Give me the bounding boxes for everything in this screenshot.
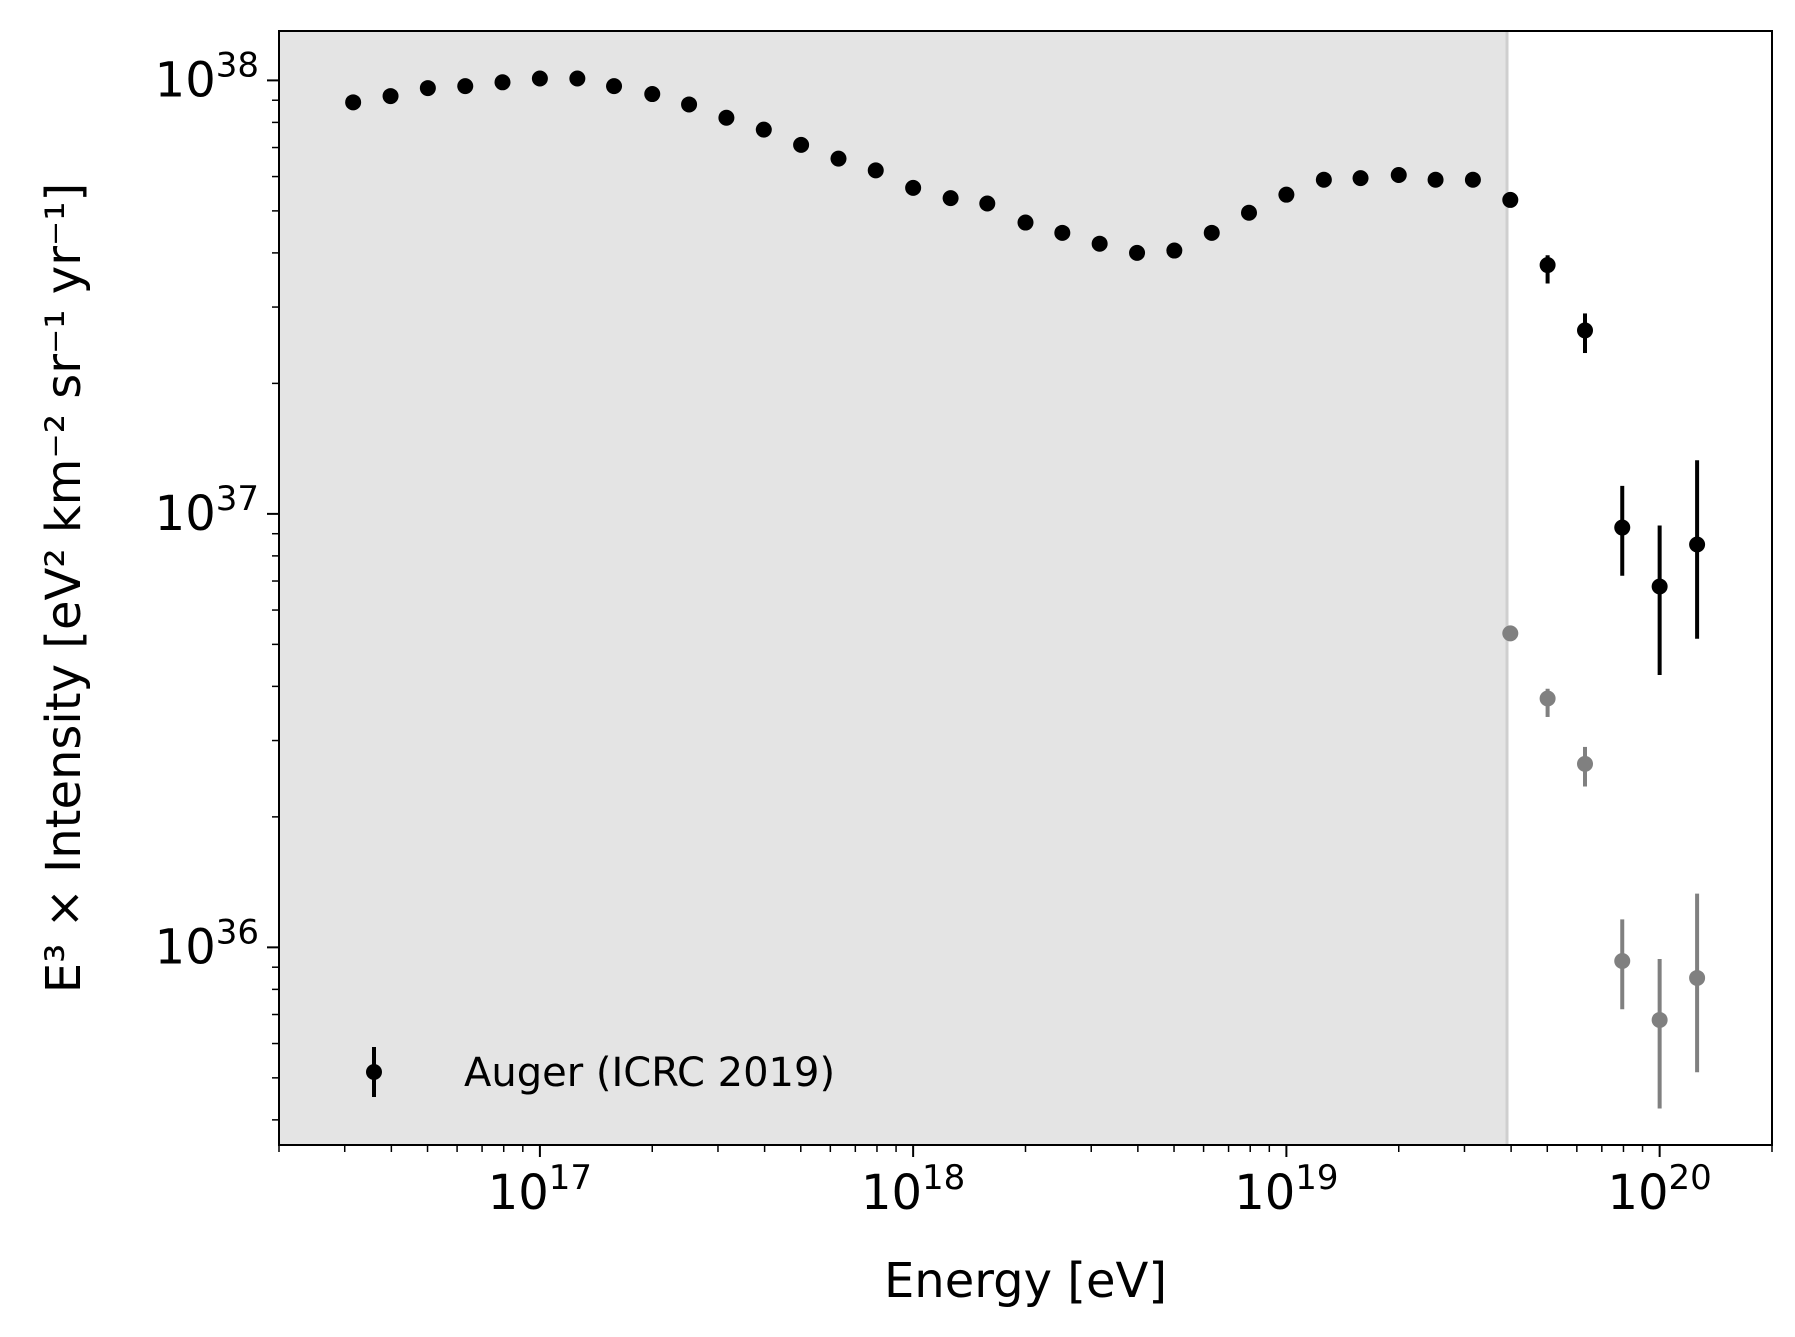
data-point [644, 86, 661, 103]
y-tick-label: 1037 [155, 479, 259, 542]
data-point [1091, 235, 1108, 252]
data-point [457, 78, 474, 95]
data-point [905, 179, 922, 196]
y-tick-label: 1036 [155, 912, 259, 975]
data-point [1240, 204, 1257, 221]
data-point [1689, 536, 1706, 553]
x-tick-label: 1017 [488, 1158, 592, 1221]
data-point [531, 70, 548, 87]
data-point [979, 195, 996, 212]
data-point [1577, 322, 1594, 339]
data-point [1502, 625, 1519, 642]
x-tick-label: 1019 [1234, 1158, 1338, 1221]
data-point [1577, 755, 1594, 772]
data-point [1614, 953, 1631, 970]
data-marks [345, 70, 1706, 1109]
data-point [718, 109, 735, 126]
series-1 [1502, 625, 1706, 1109]
data-point [1278, 186, 1295, 203]
x-axis-label: Energy [eV] [884, 1253, 1167, 1309]
data-point [681, 96, 698, 113]
data-point [1054, 224, 1071, 241]
data-point [419, 80, 436, 97]
data-point [494, 74, 511, 91]
data-point [1352, 170, 1369, 187]
data-point [1390, 166, 1407, 183]
x-axis: 1017 1018 1019 1020 [278, 1145, 1773, 1221]
data-point [942, 190, 959, 207]
data-point [830, 150, 847, 167]
data-point [1464, 171, 1481, 188]
data-point [867, 162, 884, 179]
data-point [1651, 1011, 1668, 1028]
data-point [1427, 171, 1444, 188]
data-point [1129, 244, 1146, 261]
legend-label: Auger (ICRC 2019) [464, 1050, 835, 1096]
shaded-region [279, 31, 1508, 1145]
data-point [1017, 214, 1034, 231]
data-point [1539, 690, 1556, 707]
data-point [1315, 171, 1332, 188]
data-point [345, 94, 362, 111]
data-point [793, 136, 810, 153]
data-point [1689, 969, 1706, 986]
data-point [1651, 578, 1668, 595]
y-tick-label: 1038 [155, 45, 259, 108]
series-0 [345, 70, 1706, 675]
legend-marker [366, 1064, 382, 1080]
x-tick-label: 1018 [861, 1158, 965, 1221]
y-axis: 1036 1037 1038 [155, 45, 279, 1121]
data-point [606, 78, 623, 95]
data-point [1614, 519, 1631, 536]
legend: Auger (ICRC 2019) [366, 1047, 835, 1097]
data-point [1539, 257, 1556, 274]
data-point [1502, 191, 1519, 208]
data-point [569, 70, 586, 87]
data-point [1203, 224, 1220, 241]
data-point [382, 88, 399, 105]
data-point [1166, 242, 1183, 259]
data-point [755, 121, 772, 138]
y-axis-label: E³ × Intensity [eV² km⁻² sr⁻¹ yr⁻¹] [36, 183, 92, 994]
x-tick-label: 1020 [1607, 1158, 1711, 1221]
